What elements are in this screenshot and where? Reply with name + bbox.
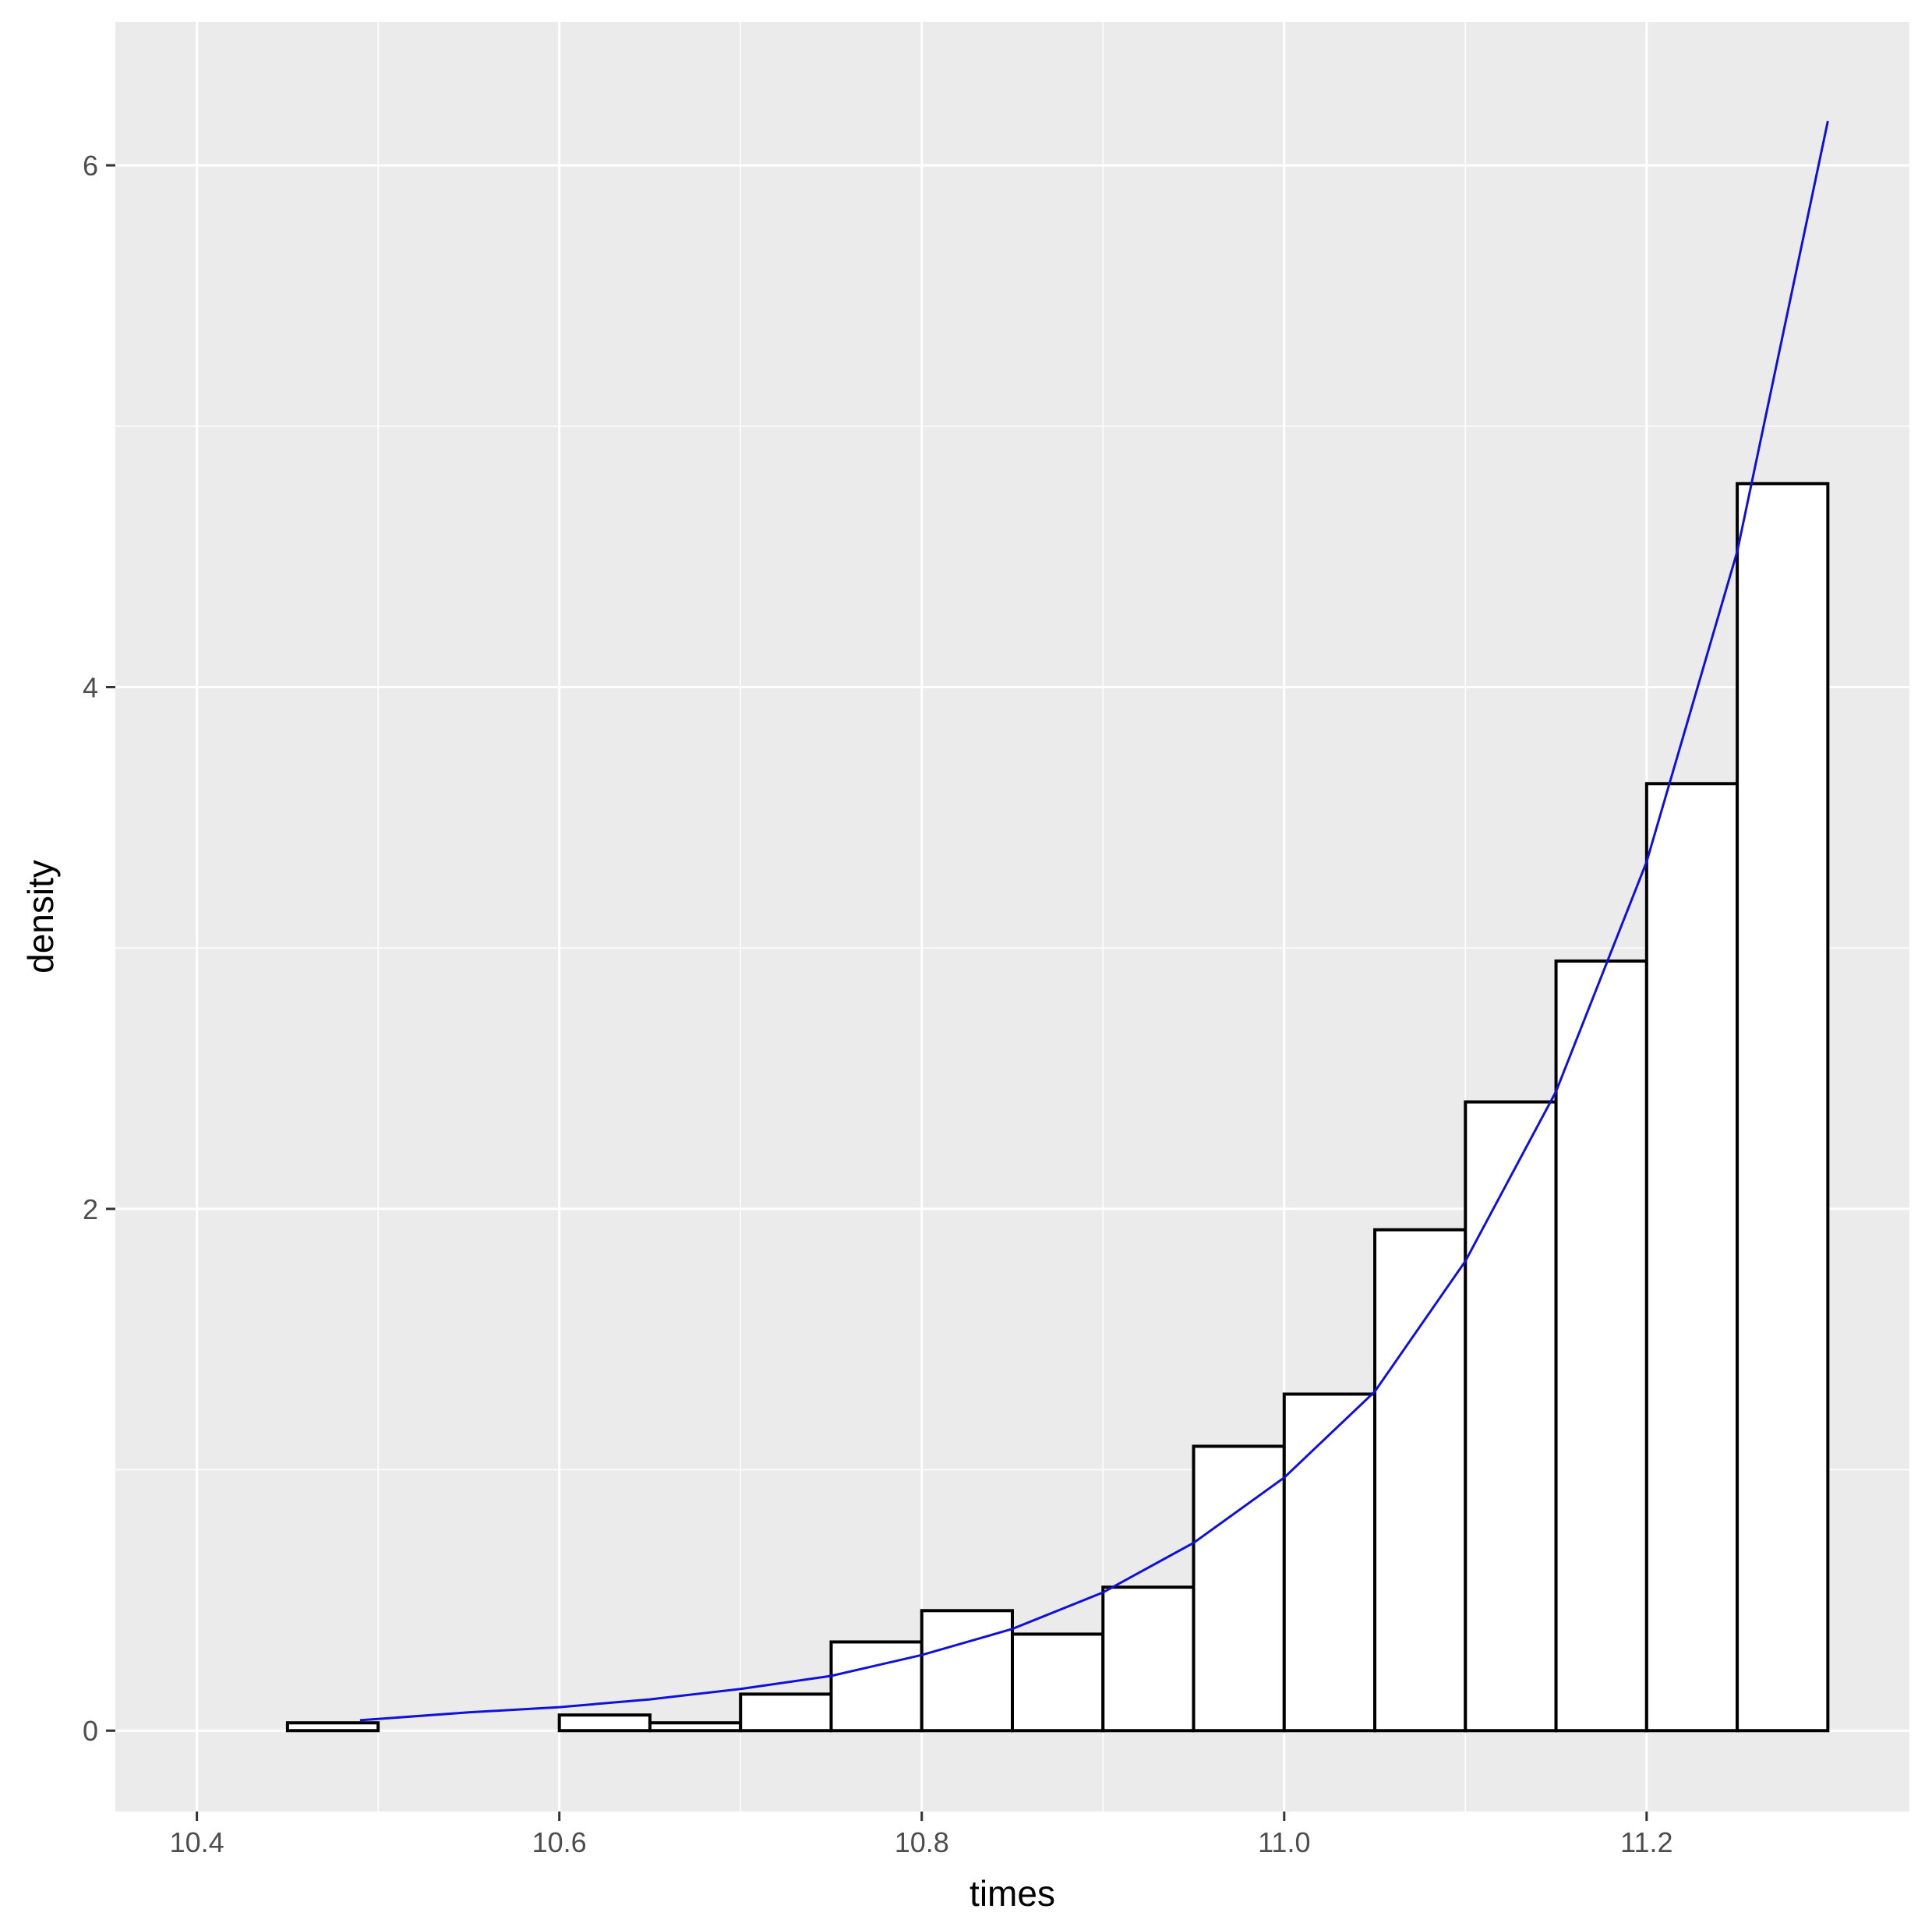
y-tick-label: 4 [83,671,98,703]
histogram-bar [1192,1444,1286,1733]
histogram-bar [557,1713,652,1733]
minor-gridlines [115,22,1909,1812]
y-axis-title: density [20,860,61,974]
histogram-bar [1101,1585,1196,1733]
histogram-bar [648,1721,743,1733]
histogram-bar [1373,1228,1468,1733]
histogram-bar [739,1692,833,1733]
x-tick-label: 11.2 [1620,1826,1672,1858]
x-axis-title: times [970,1873,1055,1914]
y-tick-label: 6 [83,150,98,182]
histogram-bar [1644,782,1740,1733]
histogram-bar [1736,482,1830,1733]
histogram-bar [285,1721,380,1733]
histogram-bar [1554,959,1648,1733]
x-tick-label: 10.8 [895,1826,949,1858]
y-axis-ticks: 0 2 4 6 [83,150,115,1747]
density-curve [359,120,1829,1722]
histogram-bar [1011,1632,1105,1733]
x-tick-label: 11.0 [1258,1826,1310,1858]
histogram-bar [1464,1100,1558,1733]
histogram-bar [920,1609,1015,1733]
histogram-bars [285,482,1830,1733]
x-tick-label: 10.4 [170,1826,224,1858]
x-tick-label: 10.6 [532,1826,587,1858]
x-axis-ticks: 10.4 10.6 10.8 11.0 11.2 [170,1812,1673,1858]
histogram-bar [1282,1392,1377,1733]
histogram-bar [829,1640,924,1733]
y-tick-label: 2 [83,1193,98,1225]
y-tick-label: 0 [83,1715,98,1747]
